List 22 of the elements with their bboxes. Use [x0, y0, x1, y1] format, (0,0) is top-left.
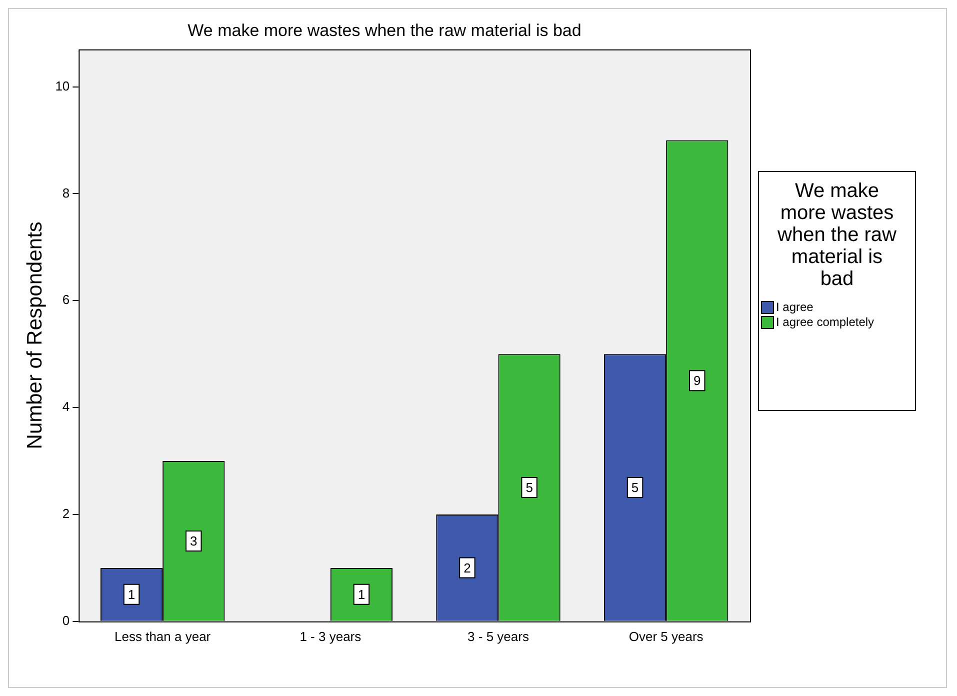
data-label: 5: [631, 480, 639, 496]
y-tick-label: 2: [62, 506, 70, 522]
y-tick-label: 8: [62, 185, 70, 200]
data-label: 9: [694, 373, 701, 388]
y-tick-label: 0: [62, 612, 70, 628]
y-tick-label: 10: [55, 78, 70, 94]
legend-label: I agree completely: [776, 315, 874, 330]
legend-label: I agree: [776, 300, 814, 315]
data-label: 3: [190, 534, 198, 549]
data-label: 1: [128, 587, 136, 602]
chart-title: We make more wastes when the raw material is bad: [188, 20, 582, 40]
data-label: 5: [526, 480, 533, 496]
x-tick-label: 3 - 5 years: [468, 628, 530, 644]
data-label: 2: [464, 560, 471, 576]
x-tick-label: Less than a year: [114, 628, 212, 644]
legend-title: We make more wastes when the raw material is bad: [777, 180, 897, 290]
x-tick-label: 1 - 3 years: [300, 628, 362, 644]
data-label: 1: [358, 587, 366, 602]
y-tick-label: 4: [62, 399, 70, 414]
y-tick-label: 6: [62, 292, 70, 308]
y-axis-title: Number of Respondents: [23, 222, 46, 450]
x-tick-label: Over 5 years: [628, 628, 704, 644]
